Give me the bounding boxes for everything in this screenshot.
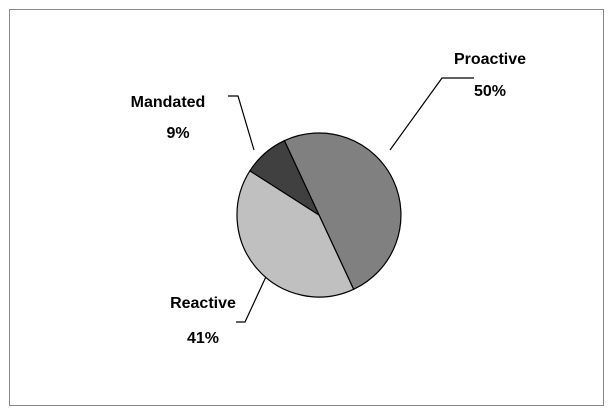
pie bbox=[236, 132, 402, 298]
value-label: 50% bbox=[474, 83, 506, 100]
leader-line bbox=[389, 77, 474, 151]
pie-slice bbox=[249, 139, 321, 217]
value-label: 41% bbox=[187, 330, 219, 347]
pie-slice bbox=[283, 132, 402, 291]
slice-label: Mandated bbox=[131, 94, 206, 111]
slice-label: Proactive bbox=[454, 51, 526, 68]
leader-line bbox=[236, 267, 271, 323]
slice-label: Reactive bbox=[170, 295, 236, 312]
pie-slice bbox=[236, 169, 355, 298]
leader-line bbox=[228, 95, 255, 151]
value-label: 9% bbox=[166, 125, 189, 142]
